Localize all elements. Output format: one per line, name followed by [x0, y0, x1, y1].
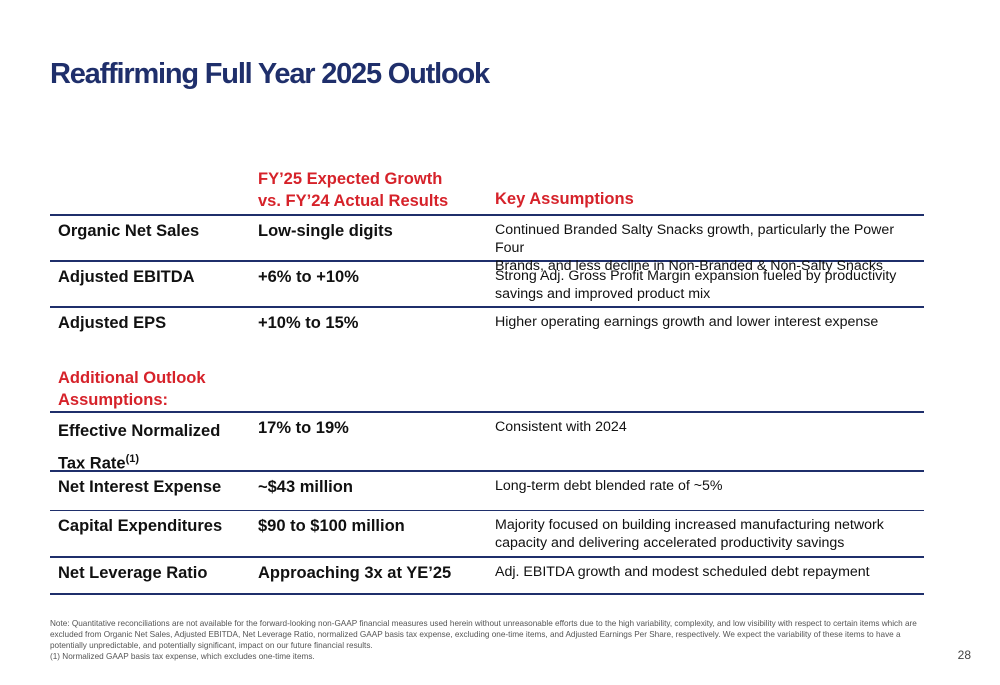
- table-header: FY’25 Expected Growth vs. FY’24 Actual R…: [50, 168, 924, 216]
- additional-heading-line2: Assumptions:: [58, 391, 169, 409]
- footnote-marker: (1): [125, 453, 140, 465]
- row-label: Organic Net Sales: [58, 222, 200, 240]
- table-row: Capital Expenditures $90 to $100 million…: [50, 511, 924, 558]
- row-label: Net Interest Expense: [58, 478, 222, 496]
- row-value: Approaching 3x at YE’25: [258, 564, 452, 582]
- row-label-line2: Tax Rate(1): [58, 445, 220, 478]
- row-value: ~$43 million: [258, 478, 353, 496]
- row-description-line: Adj. EBITDA growth and modest scheduled …: [495, 564, 870, 580]
- header-key-assumptions: Key Assumptions: [495, 190, 634, 208]
- row-description-line: Continued Branded Salty Snacks growth, p…: [495, 222, 895, 256]
- row-label: Net Leverage Ratio: [58, 564, 208, 582]
- row-description: Long-term debt blended rate of ~5%: [495, 477, 927, 495]
- footnote-text: Note: Quantitative reconciliations are n…: [50, 619, 917, 650]
- row-value: Low-single digits: [258, 222, 393, 240]
- row-label: Effective Normalized Tax Rate(1): [58, 417, 220, 478]
- additional-outlook-heading: Additional Outlook Assumptions:: [58, 367, 206, 411]
- row-description-line: savings and improved product mix: [495, 286, 711, 302]
- additional-heading-line1: Additional Outlook: [58, 369, 206, 387]
- table-row: Adjusted EBITDA +6% to +10% Strong Adj. …: [50, 262, 924, 308]
- row-value: +6% to +10%: [258, 268, 359, 286]
- row-value: +10% to 15%: [258, 314, 359, 332]
- row-description: Majority focused on building increased m…: [495, 516, 927, 552]
- header-growth-line2: vs. FY’24 Actual Results: [258, 192, 449, 210]
- row-description: Continued Branded Salty Snacks growth, p…: [495, 221, 927, 275]
- row-description: Adj. EBITDA growth and modest scheduled …: [495, 563, 927, 581]
- row-value: 17% to 19%: [258, 419, 349, 437]
- row-description: Higher operating earnings growth and low…: [495, 314, 879, 330]
- header-growth-line1: FY’25 Expected Growth: [258, 170, 443, 188]
- table-row: Net Leverage Ratio Approaching 3x at YE’…: [50, 558, 924, 595]
- page-title: Reaffirming Full Year 2025 Outlook: [50, 58, 490, 90]
- table-row: Effective Normalized Tax Rate(1) 17% to …: [50, 413, 927, 473]
- footnote: Note: Quantitative reconciliations are n…: [50, 618, 930, 662]
- page-number: 28: [957, 648, 971, 662]
- row-label: Capital Expenditures: [58, 517, 223, 535]
- row-label-line1: Effective Normalized: [58, 422, 221, 440]
- row-label: Adjusted EPS: [58, 314, 167, 332]
- table-row: Adjusted EPS +10% to 15% Higher operatin…: [50, 308, 924, 413]
- row-label: Adjusted EBITDA: [58, 268, 195, 286]
- row-description: Strong Adj. Gross Profit Margin expansio…: [495, 267, 927, 303]
- table-row: Organic Net Sales Low-single digits Cont…: [50, 216, 924, 274]
- row-description-line: Brands, and less decline in Non-Branded …: [495, 258, 884, 274]
- header-expected-growth: FY’25 Expected Growth vs. FY’24 Actual R…: [258, 168, 448, 212]
- row-description-line: Strong Adj. Gross Profit Margin expansio…: [495, 268, 897, 284]
- row-label-tax-rate: Tax Rate: [58, 454, 126, 473]
- row-description: Consistent with 2024: [495, 418, 927, 436]
- footnote-tax-definition: (1) Normalized GAAP basis tax expense, w…: [50, 652, 315, 661]
- row-description-line: Majority focused on building increased m…: [495, 517, 884, 533]
- row-description-line: Long-term debt blended rate of ~5%: [495, 478, 723, 494]
- row-description-line: capacity and delivering accelerated prod…: [495, 535, 845, 551]
- outlook-table: FY’25 Expected Growth vs. FY’24 Actual R…: [50, 168, 924, 595]
- row-value: $90 to $100 million: [258, 517, 405, 535]
- row-description-line: Consistent with 2024: [495, 419, 627, 435]
- table-row: Net Interest Expense ~$43 million Long-t…: [50, 472, 924, 511]
